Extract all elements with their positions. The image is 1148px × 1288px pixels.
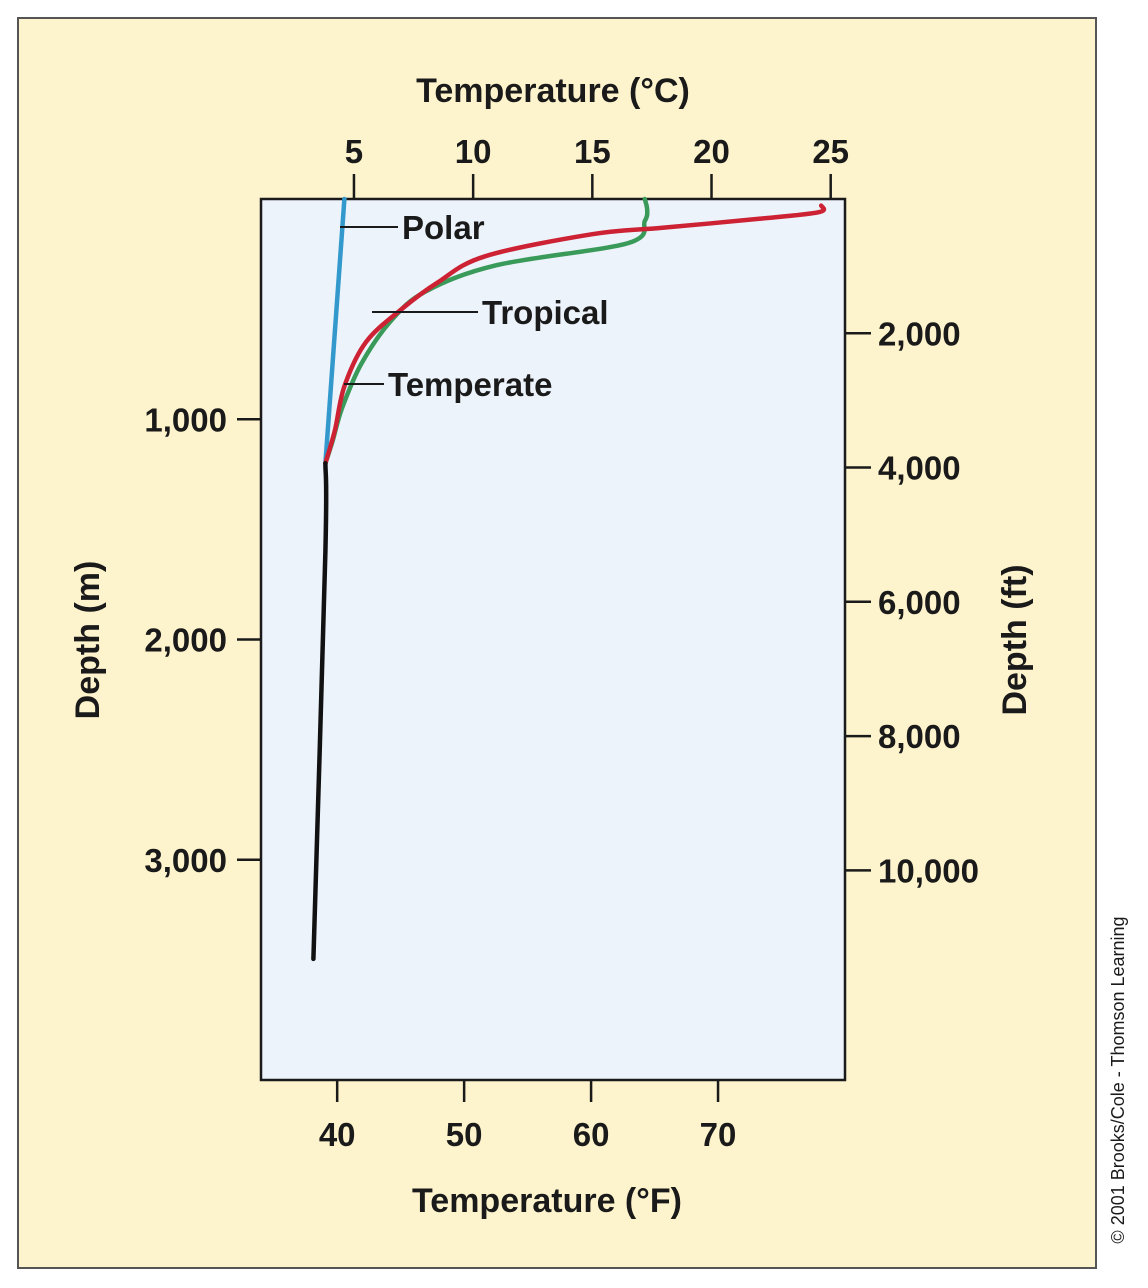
right-axis-tick-label: 4,000	[878, 450, 961, 487]
tropical-series-line	[323, 203, 827, 466]
copyright-credit: © 2001 Brooks/Cole - Thomson Learning	[1108, 916, 1128, 1243]
right-axis-tick-label: 6,000	[878, 584, 961, 621]
left-axis-tick-label: 2,000	[144, 622, 227, 659]
series-lines	[311, 196, 827, 962]
series-labels: Polar Tropical Temperate	[340, 209, 609, 403]
temperate-label: Temperate	[388, 366, 552, 403]
bottom-axis-tick-label: 60	[573, 1116, 610, 1153]
top-axis-tick-label: 25	[812, 133, 849, 170]
right-axis-title: Depth (ft)	[996, 564, 1034, 715]
top-axis-tick-label: 15	[574, 133, 611, 170]
polar-series-line	[323, 196, 347, 466]
top-axis-tick-label: 5	[345, 133, 363, 170]
left-axis-tick-label: 1,000	[144, 401, 227, 438]
top-axis-tick-label: 20	[693, 133, 730, 170]
right-axis-tick-label: 10,000	[878, 852, 979, 889]
plot-area	[259, 197, 847, 1082]
bottom-axis-title: Temperature (°F)	[412, 1182, 682, 1220]
left-axis-tick-label: 3,000	[144, 842, 227, 879]
bottom-axis-tick-label: 40	[319, 1116, 356, 1153]
deep-water-series-line	[311, 461, 329, 962]
bottom-axis-tick-label: 70	[700, 1116, 737, 1153]
left-axis-depth-meters: 1,000 2,000 3,000	[144, 401, 261, 879]
right-axis-depth-feet: 2,000 4,000 6,000 8,000 10,000	[845, 315, 979, 889]
top-axis-celsius: 5 10 15 20 25	[345, 133, 849, 199]
right-axis-tick-label: 2,000	[878, 315, 961, 352]
bottom-axis-tick-label: 50	[446, 1116, 483, 1153]
left-axis-title: Depth (m)	[69, 561, 107, 720]
top-axis-tick-label: 10	[455, 133, 492, 170]
right-axis-tick-label: 8,000	[878, 718, 961, 755]
polar-label: Polar	[402, 209, 485, 246]
tropical-label: Tropical	[482, 294, 609, 331]
top-axis-title: Temperature (°C)	[416, 72, 690, 110]
bottom-axis-fahrenheit: 40 50 60 70	[319, 1080, 737, 1153]
